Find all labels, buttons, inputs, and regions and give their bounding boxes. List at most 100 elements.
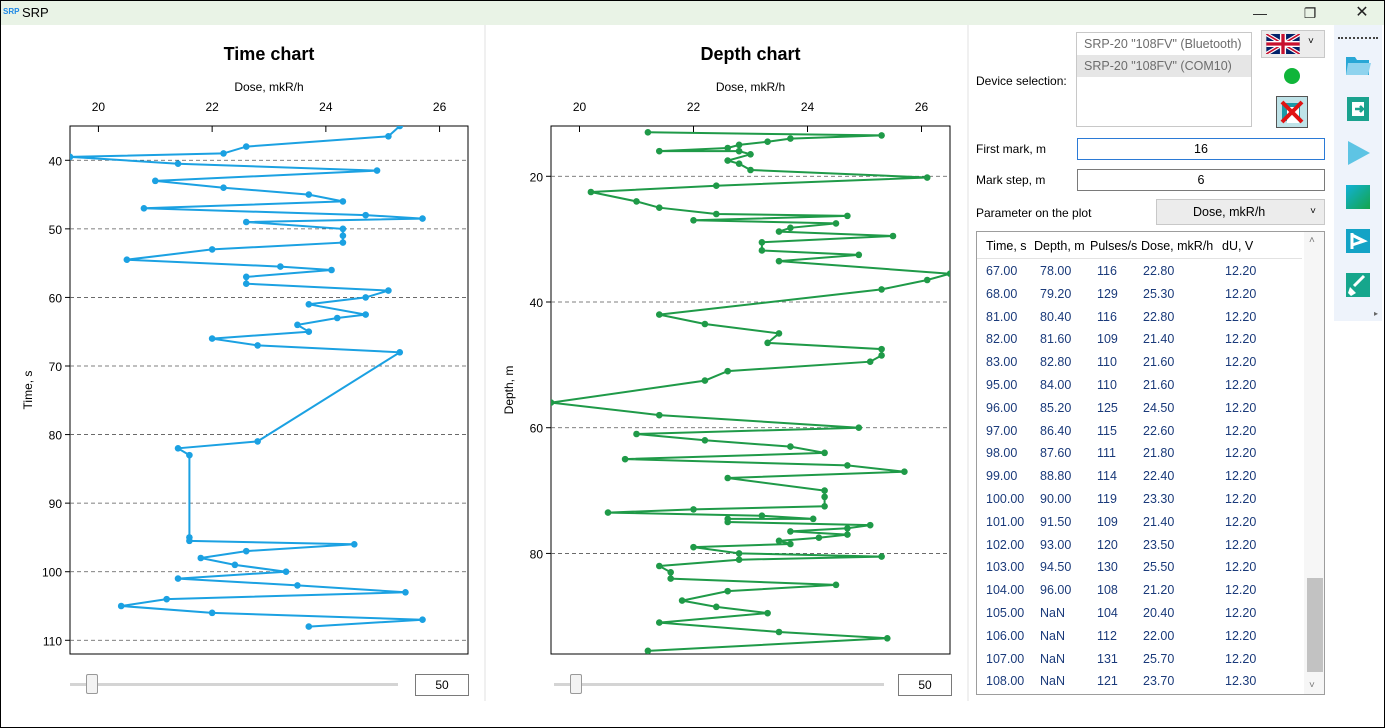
table-row[interactable]: 83.00 82.80 110 21.60 12.20	[977, 350, 1302, 373]
table-row[interactable]: 98.00 87.60 111 21.80 12.20	[977, 441, 1302, 464]
table-row[interactable]: 96.00 85.20 125 24.50 12.20	[977, 396, 1302, 419]
table-cell-dose: 21.80	[1143, 446, 1175, 461]
time-slider-track[interactable]	[70, 683, 398, 686]
time-slider-value[interactable]: 50	[415, 674, 469, 696]
table-cell-depth: 96.00	[1040, 583, 1072, 598]
column-header-pulses[interactable]: Pulses/s	[1090, 239, 1138, 253]
column-header-depth[interactable]: Depth, m	[1034, 239, 1085, 253]
restore-button[interactable]: ❐	[1303, 5, 1317, 21]
scroll-down-icon[interactable]: ˅	[1309, 680, 1315, 691]
table-cell-depth: 82.80	[1040, 355, 1072, 370]
depth-x-tick-label: 20	[573, 100, 587, 114]
depth-data-point	[656, 311, 663, 318]
table-row[interactable]: 108.00 NaN 121 23.70 12.30	[977, 669, 1302, 692]
depth-slider-track[interactable]	[554, 683, 884, 686]
time-plot-frame	[69, 125, 469, 655]
device-list[interactable]: SRP-20 "108FV" (Bluetooth) SRP-20 "108FV…	[1076, 32, 1252, 127]
table-cell-time: 97.00	[986, 423, 1018, 438]
chart-flag-icon	[1346, 229, 1370, 253]
column-header-dose[interactable]: Dose, mkR/h	[1141, 239, 1214, 253]
table-cell-depth: 93.00	[1040, 537, 1072, 552]
first-mark-input[interactable]: 16	[1077, 138, 1325, 160]
table-cell-time: 95.00	[986, 378, 1018, 392]
table-cell-time: 82.00	[986, 332, 1018, 347]
table-row[interactable]: 101.00 91.50 109 21.40 12.20	[977, 510, 1302, 533]
table-row[interactable]: 97.00 86.40 115 22.60 12.20	[977, 419, 1302, 442]
table-cell-du: 12.20	[1225, 469, 1257, 484]
column-header-time[interactable]: Time, s	[986, 239, 1027, 253]
depth-data-point	[775, 628, 783, 636]
table-row[interactable]: 82.00 81.60 109 21.40 12.20	[977, 327, 1302, 350]
minimize-button[interactable]: —	[1253, 5, 1267, 21]
column-header-du[interactable]: dU, V	[1222, 239, 1254, 253]
depth-slider-value[interactable]: 50	[898, 674, 952, 696]
device-selection-label: Device selection:	[976, 74, 1067, 88]
clear-button[interactable]	[1344, 271, 1372, 299]
depth-data-point	[821, 493, 828, 501]
depth-data-point	[923, 276, 931, 284]
depth-x-tick-label: 22	[687, 100, 701, 114]
depth-data-point	[758, 238, 766, 246]
table-row[interactable]: 68.00 79.20 129 25.30 12.20	[977, 282, 1302, 305]
depth-data-point	[815, 534, 823, 542]
table-cell-pulses: 110	[1097, 378, 1117, 392]
scroll-up-icon[interactable]: ˄	[1309, 235, 1315, 246]
table-cell-du: 12.20	[1225, 606, 1257, 620]
time-data-point	[305, 623, 313, 630]
depth-data-point	[758, 247, 766, 254]
table-cell-pulses: 104	[1097, 606, 1118, 620]
table-row[interactable]: 105.00 NaN 104 20.40 12.20	[977, 601, 1302, 624]
device-item-bluetooth[interactable]: SRP-20 "108FV" (Bluetooth)	[1084, 37, 1242, 51]
time-slider-thumb[interactable]	[86, 674, 98, 694]
table-row[interactable]: 103.00 94.50 130 25.50 12.20	[977, 555, 1302, 578]
table-row[interactable]: 81.00 80.40 116 22.80 12.20	[977, 305, 1302, 328]
table-row[interactable]: 100.00 90.00 119 23.30 12.20	[977, 487, 1302, 510]
table-cell-time: 102.00	[986, 537, 1025, 552]
close-button[interactable]: ✕	[1355, 4, 1369, 21]
export-icon	[1347, 97, 1369, 121]
table-row[interactable]: 99.00 88.80 114 22.40 12.20	[977, 464, 1302, 487]
table-cell-pulses: 119	[1097, 492, 1117, 506]
disconnect-icon	[1280, 100, 1304, 124]
parameter-select[interactable]: Dose, mkR/h ˅	[1156, 199, 1325, 225]
gradient-button[interactable]	[1344, 183, 1372, 211]
mark-step-input[interactable]: 6	[1077, 169, 1325, 191]
table-cell-pulses: 112	[1097, 628, 1117, 643]
chart-flag-button[interactable]	[1344, 227, 1372, 255]
export-button[interactable]	[1344, 95, 1372, 123]
table-cell-depth: 94.50	[1040, 560, 1072, 575]
depth-data-point	[713, 210, 720, 218]
table-row[interactable]: 104.00 96.00 108 21.20 12.20	[977, 578, 1302, 601]
title-bar: SRP SRP — ❐ ✕	[1, 1, 1384, 25]
table-row[interactable]: 67.00 78.00 116 22.80 12.20	[977, 259, 1302, 282]
depth-slider-thumb[interactable]	[570, 674, 582, 694]
time-data-point	[339, 232, 347, 240]
depth-data-point	[713, 603, 720, 611]
language-select[interactable]: ˅	[1261, 30, 1325, 58]
table-scrollbar[interactable]: ˄ ˅	[1304, 232, 1324, 694]
table-cell-depth: 86.40	[1040, 423, 1072, 438]
table-row[interactable]: 107.00 NaN 131 25.70 12.20	[977, 647, 1302, 670]
play-button[interactable]	[1344, 139, 1372, 167]
time-x-tick-label: 26	[433, 100, 447, 114]
table-cell-time: 81.00	[986, 309, 1018, 324]
time-data-point	[242, 218, 250, 226]
open-folder-button[interactable]	[1344, 51, 1372, 79]
time-data-point	[350, 540, 358, 548]
table-row[interactable]: 102.00 93.00 120 23.50 12.20	[977, 533, 1302, 556]
scrollbar-thumb[interactable]	[1307, 578, 1323, 672]
time-series-line	[70, 126, 423, 628]
disconnect-button[interactable]	[1276, 96, 1308, 128]
table-row[interactable]: 95.00 84.00 110 21.60 12.20	[977, 373, 1302, 396]
toolbar-overflow-icon[interactable]: ▸	[1374, 309, 1379, 318]
table-cell-du: 12.20	[1225, 423, 1257, 438]
gradient-icon	[1346, 185, 1370, 209]
time-y-tick-label: 70	[49, 360, 63, 374]
data-table[interactable]: Time, s Depth, m Pulses/s Dose, mkR/h dU…	[976, 231, 1325, 695]
table-cell-time: 100.00	[986, 492, 1025, 506]
depth-data-point	[866, 358, 874, 366]
device-item-com10[interactable]: SRP-20 "108FV" (COM10)	[1077, 55, 1251, 77]
time-data-point	[231, 561, 239, 569]
table-row[interactable]: 106.00 NaN 112 22.00 12.20	[977, 624, 1302, 647]
panel-separator	[484, 25, 486, 701]
